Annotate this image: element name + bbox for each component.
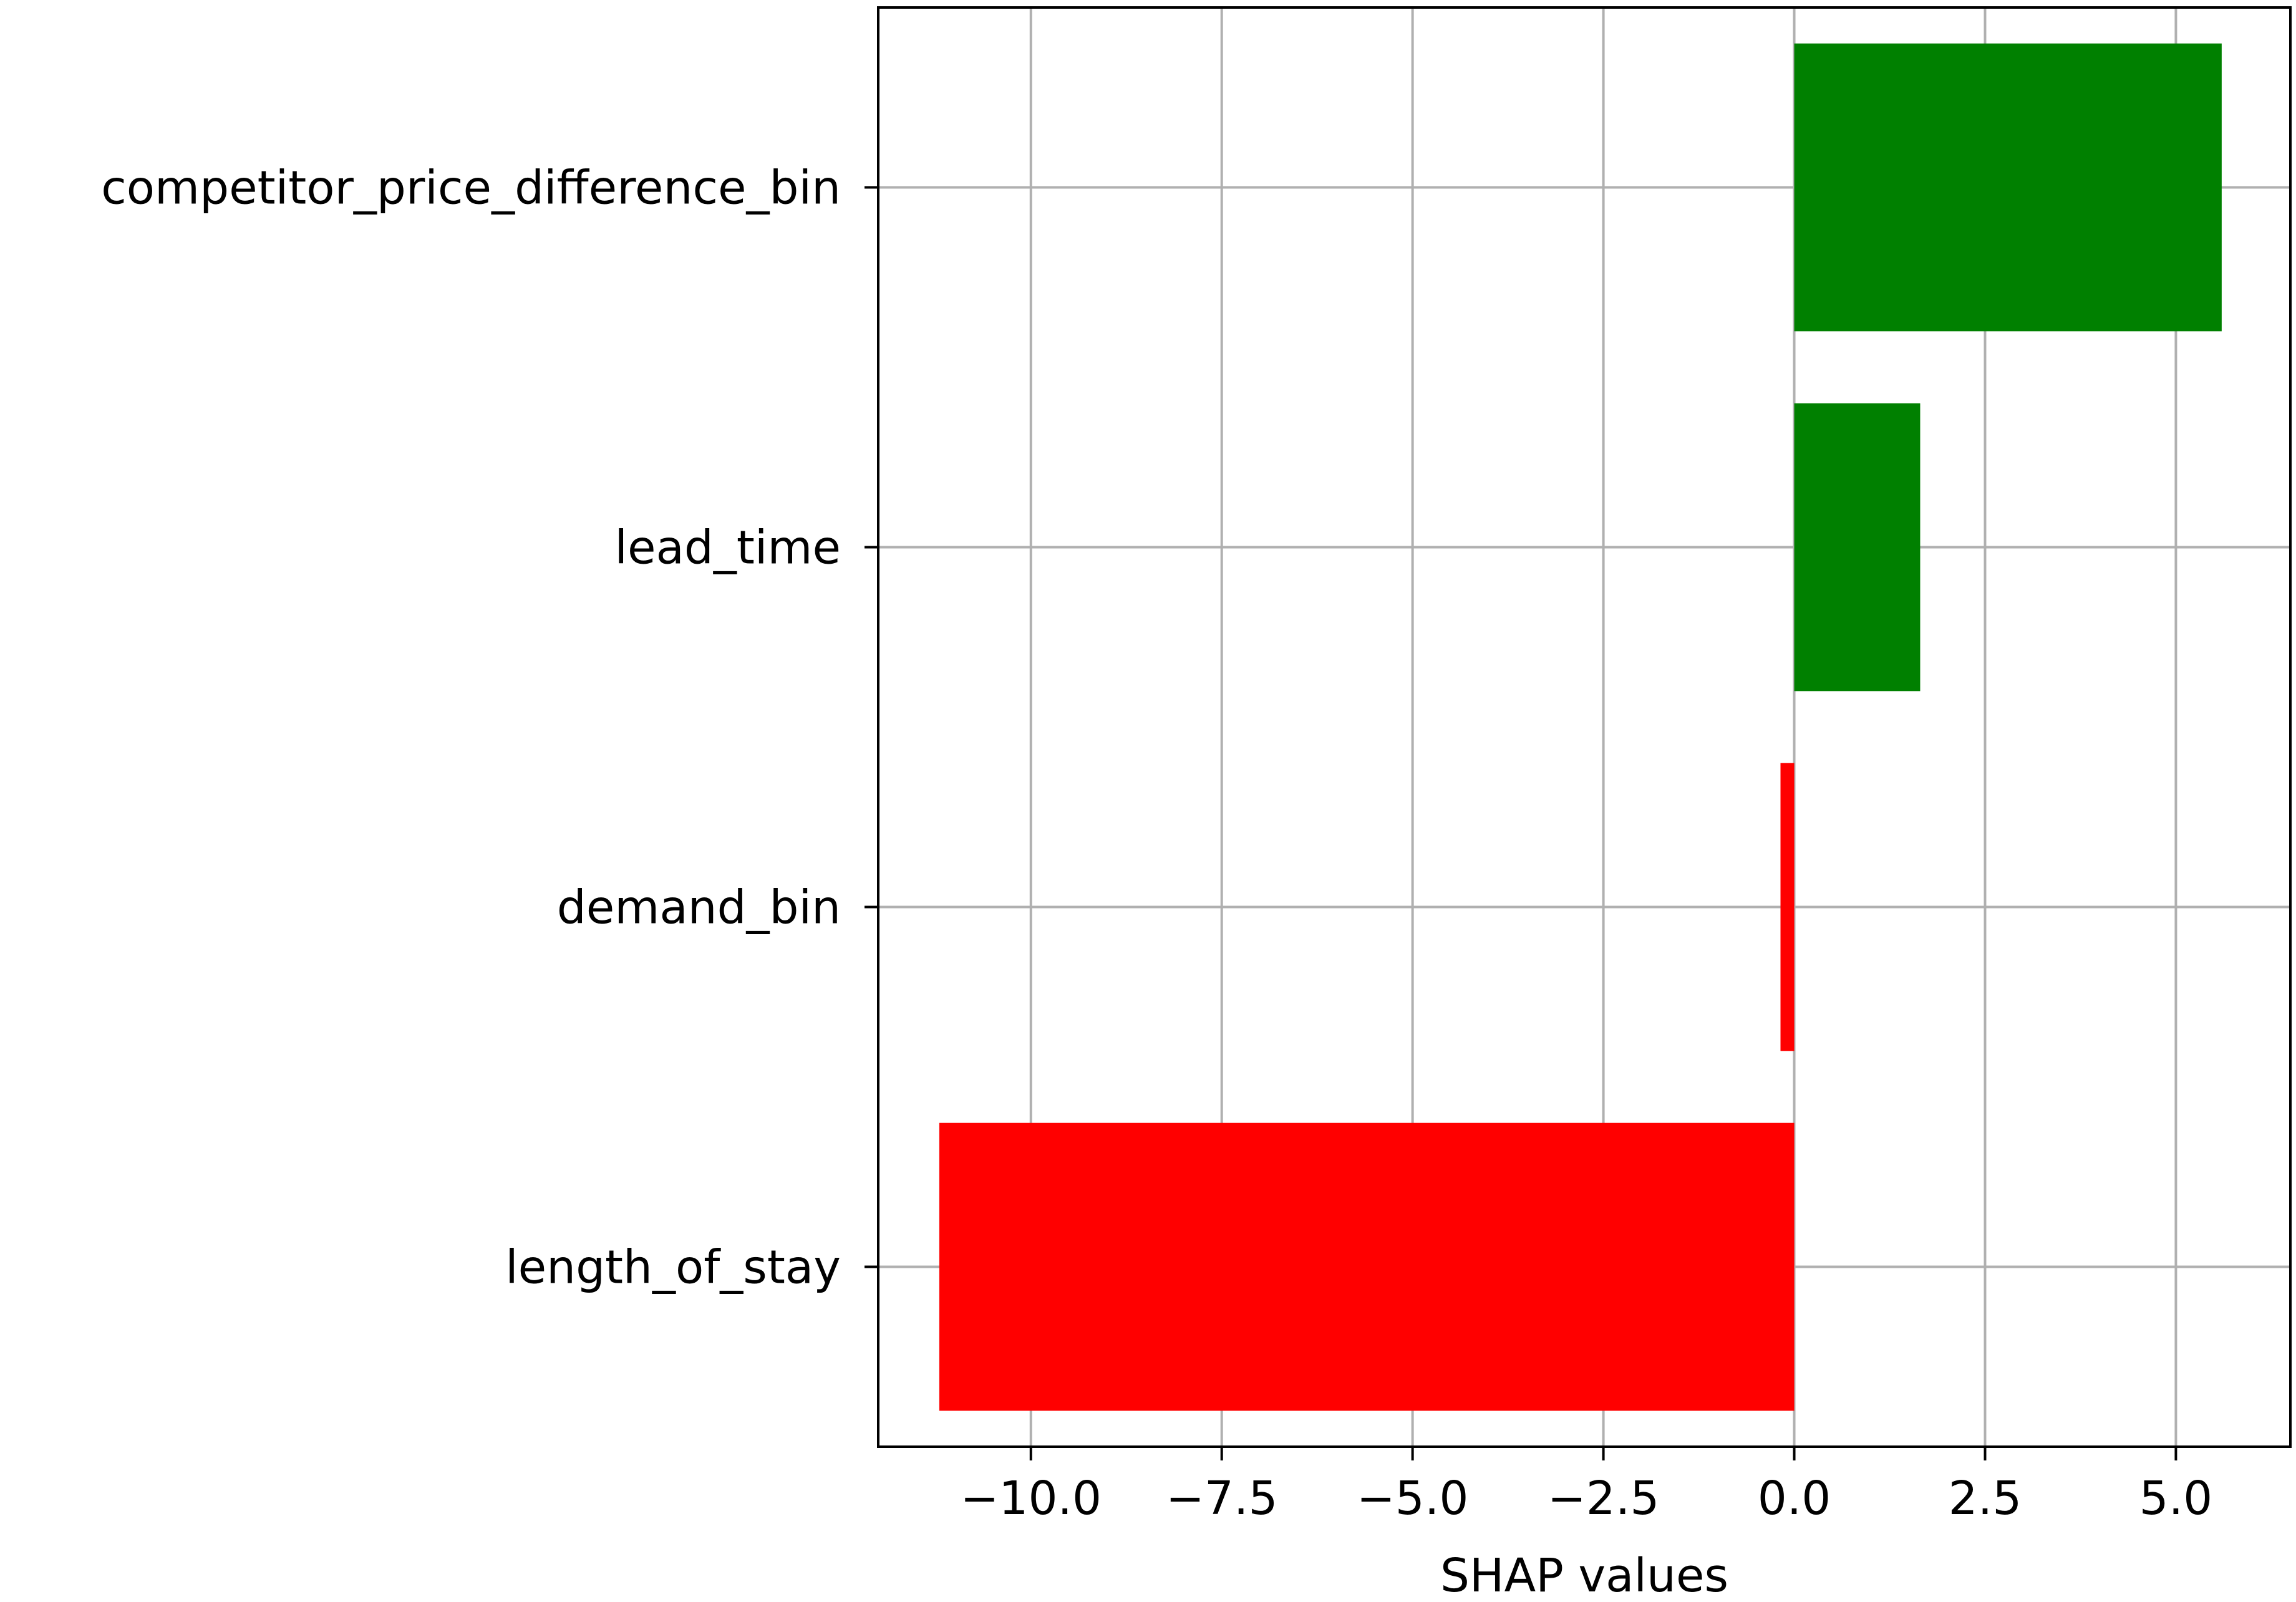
x-tick-label: 2.5 xyxy=(1949,1472,2022,1525)
bar-lead-time xyxy=(1794,403,1921,692)
x-tick-label: 5.0 xyxy=(2139,1472,2213,1525)
bars xyxy=(939,43,2222,1411)
bar-competitor-price-difference-bin xyxy=(1794,43,2222,332)
x-tick-label: −7.5 xyxy=(1166,1472,1278,1525)
y-tick-label: length_of_stay xyxy=(505,1241,841,1295)
x-axis-label: SHAP values xyxy=(1440,1549,1728,1602)
y-tick-label: demand_bin xyxy=(557,881,841,935)
bar-demand-bin xyxy=(1780,763,1795,1051)
y-tick-label: competitor_price_difference_bin xyxy=(101,162,841,215)
plot-frame xyxy=(877,6,2292,1448)
x-tick-label: −5.0 xyxy=(1357,1472,1469,1525)
bar-length-of-stay xyxy=(939,1122,1795,1411)
x-tick-label: 0.0 xyxy=(1758,1472,1831,1525)
axis-ticks: −10.0 −7.5 −5.0 −2.5 0.0 2.5 5.0 competitor_pri… xyxy=(101,162,2212,1526)
y-tick-label: lead_time xyxy=(614,521,841,575)
x-tick-label: −2.5 xyxy=(1548,1472,1660,1525)
x-tick-label: −10.0 xyxy=(960,1472,1102,1525)
